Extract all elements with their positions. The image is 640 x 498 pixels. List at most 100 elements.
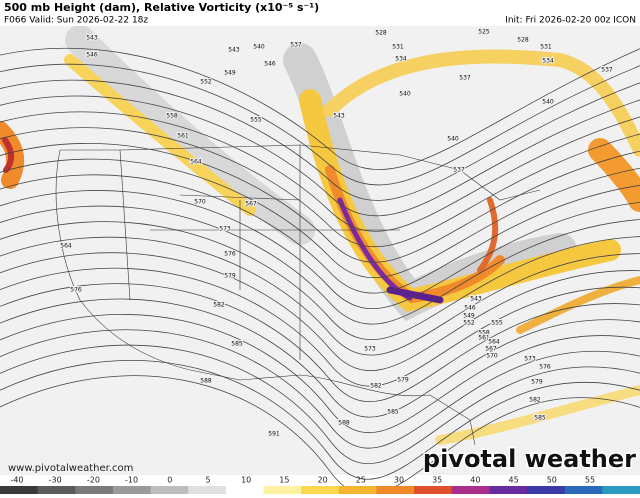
init-time: Init: Fri 2026-02-20 00z ICON <box>505 16 636 26</box>
contour-line <box>0 360 640 480</box>
colorbar-swatch <box>414 486 453 494</box>
contour-label: 576 <box>224 251 236 258</box>
colorbar-swatch <box>301 486 340 494</box>
contour-line <box>0 63 640 186</box>
colorbar-label: 40 <box>470 476 480 485</box>
colorbar-label: -20 <box>87 476 100 485</box>
colorbar-label: -30 <box>49 476 62 485</box>
contour-label: 537 <box>601 67 613 74</box>
contour-line <box>0 344 640 465</box>
contour-label: 588 <box>338 420 350 427</box>
colorbar-swatch <box>150 486 189 494</box>
contour-label: 573 <box>219 226 231 233</box>
contour-label: 540 <box>447 136 459 143</box>
contour-label: 537 <box>459 75 471 82</box>
header-bar <box>0 0 640 26</box>
contour-line <box>0 158 640 278</box>
contour-label: 564 <box>60 243 72 250</box>
contour-label: 558 <box>478 330 490 337</box>
colorbar-swatch <box>527 486 566 494</box>
website: www.pivotalweather.com <box>8 463 133 474</box>
contour-label: 531 <box>392 44 404 51</box>
contour-label: 579 <box>224 273 236 280</box>
contour-line <box>0 111 640 232</box>
contour-label: 540 <box>253 44 265 51</box>
contour-label: 585 <box>387 409 399 416</box>
colorbar-swatch <box>376 486 415 494</box>
colorbar-swatch <box>451 486 490 494</box>
valid-time: F066 Valid: Sun 2026-02-22 18z <box>4 16 148 26</box>
contour-label: 570 <box>194 199 206 206</box>
contour-label: 552 <box>200 79 212 86</box>
borders <box>55 144 541 446</box>
colorbar-label: 45 <box>509 476 519 485</box>
contour-label: 546 <box>464 305 476 312</box>
contour-label: 573 <box>364 346 376 353</box>
contour-label: 537 <box>290 42 302 49</box>
contour-label: 528 <box>375 30 387 37</box>
contour-line <box>0 205 640 325</box>
contour-label: 552 <box>463 320 475 327</box>
contour-label: 561 <box>478 335 490 342</box>
contour-label: 573 <box>524 356 536 363</box>
contour-line <box>0 283 640 402</box>
contour-label: 549 <box>463 313 475 320</box>
colorbar-label: 20 <box>318 476 328 485</box>
contour-label: 528 <box>517 37 529 44</box>
contour-label: 534 <box>395 56 407 63</box>
colorbar-swatch <box>75 486 114 494</box>
colorbar-label: 0 <box>167 476 172 485</box>
contour-line <box>0 314 640 434</box>
colorbar-swatch <box>263 486 302 494</box>
contour-label: 546 <box>86 52 98 59</box>
colorbar-swatch <box>0 486 39 494</box>
contour-label: 546 <box>264 61 276 68</box>
contour-label: 540 <box>542 99 554 106</box>
contour-label: 525 <box>478 29 490 36</box>
contour-line <box>0 252 640 371</box>
contour-label: 561 <box>177 133 189 140</box>
contour-line <box>0 267 640 387</box>
contour-label: 531 <box>540 44 552 51</box>
contour-label: 558 <box>166 113 178 120</box>
contour-label: 576 <box>70 287 82 294</box>
colorbar-swatch <box>564 486 603 494</box>
colorbar-swatch <box>338 486 377 494</box>
contour-label: 537 <box>453 167 465 174</box>
colorbar-swatch <box>489 486 528 494</box>
colorbar-label: -40 <box>10 476 23 485</box>
colorbar-swatch <box>602 486 640 494</box>
contour-line <box>0 375 640 496</box>
contour-label: 585 <box>231 341 243 348</box>
contour-label: 540 <box>399 91 411 98</box>
height-contours <box>0 47 640 496</box>
contour-label: 582 <box>370 383 382 390</box>
contour-label: 579 <box>531 379 543 386</box>
contour-label: 564 <box>488 339 500 346</box>
colorbar-swatch <box>37 486 76 494</box>
contour-label: 585 <box>534 415 546 422</box>
colorbar-label: 35 <box>432 476 442 485</box>
title: 500 mb Height (dam), Relative Vorticity … <box>4 1 319 14</box>
contour-label: 567 <box>485 346 497 353</box>
contour-line <box>0 190 640 309</box>
colorbar-label: 30 <box>394 476 404 485</box>
contour-line <box>0 221 640 340</box>
colorbar-label: 10 <box>241 476 251 485</box>
contour-line <box>0 329 640 449</box>
contour-line <box>0 95 640 217</box>
colorbar: -40 -30 -20 -10 0 5 10 15 20 25 30 35 40 45 50 55 <box>0 476 640 494</box>
contour-label: 591 <box>268 431 280 438</box>
colorbar-label: 25 <box>356 476 366 485</box>
colorbar-label: 55 <box>585 476 595 485</box>
contour-label: 570 <box>486 353 498 360</box>
logo: pivotal weather <box>423 445 636 473</box>
contour-line <box>0 47 640 170</box>
contour-line <box>0 143 640 263</box>
contour-line <box>0 174 640 294</box>
contour-line <box>0 298 640 418</box>
contour-label: 579 <box>397 377 409 384</box>
contour-label: 582 <box>213 302 225 309</box>
